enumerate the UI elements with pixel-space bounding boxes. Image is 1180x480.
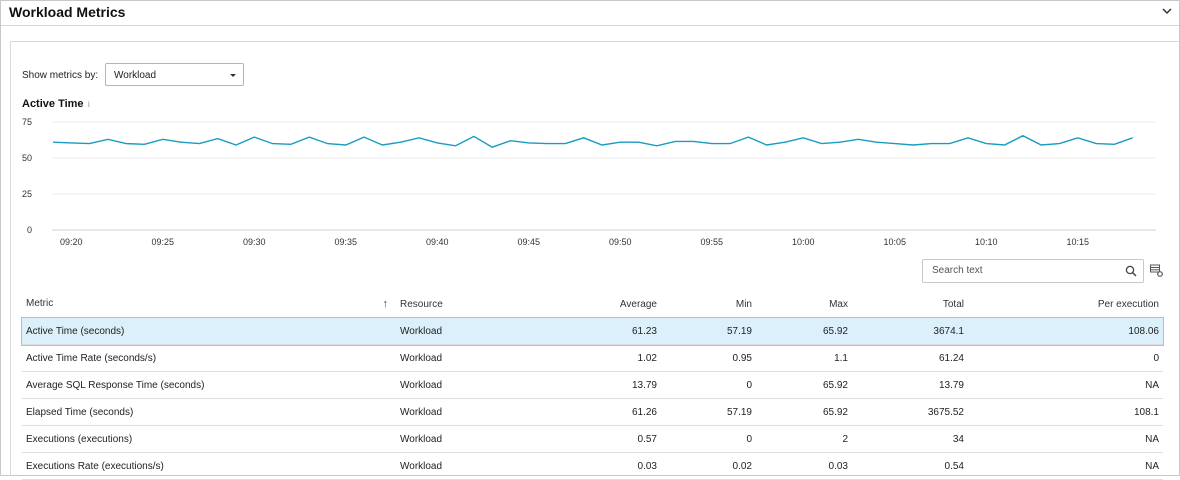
cell-max: 65.92 <box>756 371 852 399</box>
y-tick-label: 0 <box>27 225 32 235</box>
panel-title: Workload Metrics <box>9 4 126 20</box>
cell-max: 0.03 <box>756 452 852 480</box>
cell-max: 2 <box>756 425 852 453</box>
sort-ascending-icon[interactable]: ↑ <box>382 298 389 310</box>
cell-average: 61.26 <box>516 398 661 426</box>
cell-average: 0.57 <box>516 425 661 453</box>
x-tick-label: 09:55 <box>701 237 724 247</box>
cell-resource: Workload <box>396 425 516 453</box>
panel-body <box>10 41 1179 476</box>
cell-total: 13.79 <box>852 371 968 399</box>
cell-per-execution: NA <box>968 425 1163 453</box>
cell-per-execution: 108.06 <box>968 317 1163 345</box>
cell-max: 65.92 <box>756 398 852 426</box>
cell-metric: Elapsed Time (seconds) <box>22 398 396 426</box>
chevron-down-icon[interactable] <box>1161 5 1173 17</box>
active-time-chart: 0 25 50 75 09:20 09:25 09:30 09:35 09:40 09:45 09:… <box>22 117 1156 247</box>
cell-resource: Workload <box>396 344 516 372</box>
metrics-table: Metric ↑ Resource Average Min Max Total P… <box>21 291 1164 480</box>
y-tick-label: 50 <box>22 153 32 163</box>
search-input[interactable] <box>930 264 1114 277</box>
column-header-resource[interactable]: Resource <box>396 291 516 318</box>
column-header-average[interactable]: Average <box>516 291 661 318</box>
show-metrics-label: Show metrics by: <box>22 70 99 81</box>
cell-min: 0 <box>661 371 756 399</box>
cell-metric: Executions (executions) <box>22 425 396 453</box>
x-tick-label: 09:45 <box>518 237 541 247</box>
x-tick-label: 10:10 <box>975 237 998 247</box>
cell-min: 0.02 <box>661 452 756 480</box>
cell-total: 34 <box>852 425 968 453</box>
series-line-active-time[interactable] <box>52 134 1133 148</box>
table-row[interactable]: Active Time Rate (seconds/s) Workload 1.… <box>22 344 1163 372</box>
search-box[interactable] <box>922 259 1144 283</box>
cell-min: 0 <box>661 425 756 453</box>
caret-down-icon <box>230 74 236 77</box>
table-header-row: Metric ↑ Resource Average Min Max Total P… <box>22 291 1163 318</box>
x-tick-label: 09:50 <box>609 237 632 247</box>
cell-per-execution: 0 <box>968 344 1163 372</box>
cell-resource: Workload <box>396 452 516 480</box>
x-tick-label: 09:30 <box>243 237 266 247</box>
cell-min: 57.19 <box>661 398 756 426</box>
cell-total: 3674.1 <box>852 317 968 345</box>
cell-average: 13.79 <box>516 371 661 399</box>
cell-metric: Active Time (seconds) <box>22 317 396 345</box>
x-tick-label: 10:05 <box>884 237 907 247</box>
panel-header[interactable]: Workload Metrics <box>1 1 1179 26</box>
cell-per-execution: 108.1 <box>968 398 1163 426</box>
x-tick-label: 09:20 <box>60 237 83 247</box>
cell-resource: Workload <box>396 317 516 345</box>
show-metrics-select[interactable]: Workload <box>105 63 244 86</box>
x-tick-label: 10:15 <box>1067 237 1090 247</box>
cell-per-execution: NA <box>968 371 1163 399</box>
info-icon[interactable]: i <box>88 100 90 109</box>
table-row[interactable]: Executions Rate (executions/s) Workload … <box>22 452 1163 480</box>
cell-metric: Average SQL Response Time (seconds) <box>22 371 396 399</box>
cell-per-execution: NA <box>968 452 1163 480</box>
column-header-metric[interactable]: Metric ↑ <box>22 291 396 318</box>
cell-total: 3675.52 <box>852 398 968 426</box>
search-icon[interactable] <box>1125 265 1137 277</box>
chart-title: Active Time <box>22 98 84 110</box>
cell-resource: Workload <box>396 398 516 426</box>
table-row[interactable]: Executions (executions) Workload 0.57 0 … <box>22 425 1163 453</box>
cell-min: 57.19 <box>661 317 756 345</box>
x-tick-label: 09:25 <box>152 237 175 247</box>
x-tick-label: 10:00 <box>792 237 815 247</box>
cell-max: 65.92 <box>756 317 852 345</box>
cell-min: 0.95 <box>661 344 756 372</box>
cell-metric: Active Time Rate (seconds/s) <box>22 344 396 372</box>
x-tick-label: 09:35 <box>335 237 358 247</box>
cell-max: 1.1 <box>756 344 852 372</box>
table-row[interactable]: Active Time (seconds) Workload 61.23 57.… <box>21 316 1164 346</box>
table-row[interactable]: Average SQL Response Time (seconds) Work… <box>22 371 1163 399</box>
y-tick-label: 25 <box>22 189 32 199</box>
cell-resource: Workload <box>396 371 516 399</box>
cell-average: 0.03 <box>516 452 661 480</box>
cell-average: 61.23 <box>516 317 661 345</box>
table-row[interactable]: Elapsed Time (seconds) Workload 61.26 57… <box>22 398 1163 426</box>
cell-metric: Executions Rate (executions/s) <box>22 452 396 480</box>
cell-total: 61.24 <box>852 344 968 372</box>
show-metrics-value: Workload <box>114 70 157 81</box>
cell-total: 0.54 <box>852 452 968 480</box>
x-tick-label: 09:40 <box>426 237 449 247</box>
column-header-total[interactable]: Total <box>852 291 968 318</box>
y-tick-label: 75 <box>22 117 32 127</box>
column-header-max[interactable]: Max <box>756 291 852 318</box>
column-settings-icon[interactable] <box>1150 264 1163 277</box>
column-header-per-execution[interactable]: Per execution <box>968 291 1163 318</box>
cell-average: 1.02 <box>516 344 661 372</box>
column-header-min[interactable]: Min <box>661 291 756 318</box>
